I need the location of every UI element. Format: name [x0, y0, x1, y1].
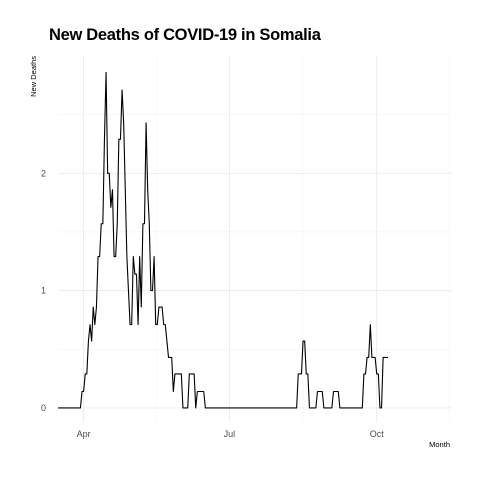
y-tick-label: 0 [41, 403, 46, 413]
x-tick-label: Jul [224, 429, 236, 439]
x-axis-title: Month [429, 440, 450, 449]
y-axis-title: New Deaths [29, 56, 38, 97]
series-line [58, 71, 388, 409]
series-layer [58, 71, 388, 409]
x-tick-label: Oct [370, 429, 385, 439]
y-tick-label: 1 [41, 286, 46, 296]
major-gridlines [58, 56, 452, 422]
minor-gridlines [58, 56, 452, 422]
x-tick-label: Apr [77, 429, 91, 439]
chart-title: New Deaths of COVID-19 in Somalia [49, 26, 321, 44]
y-tick-label: 2 [41, 168, 46, 178]
y-tick-labels: 0 1 2 [41, 168, 46, 413]
x-tick-labels: Apr Jul Oct [77, 429, 385, 439]
